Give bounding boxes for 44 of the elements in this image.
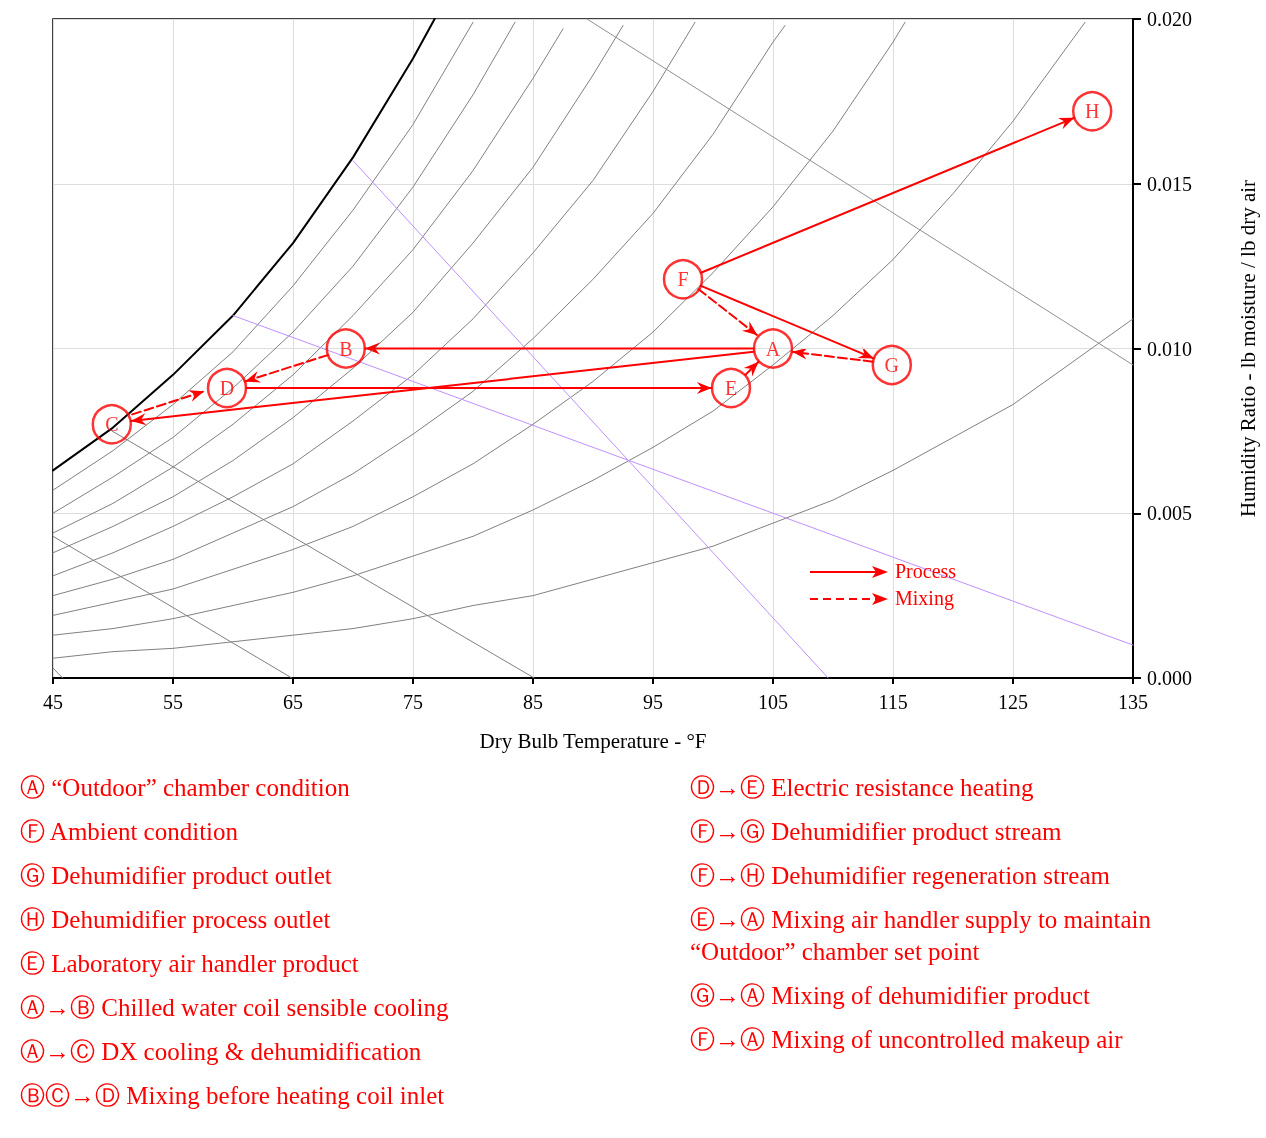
text: Ⓔ Laboratory air handler product [20, 949, 360, 979]
x-tick-label: 95 [643, 691, 663, 713]
text: Ⓖ→Ⓐ Mixing of dehumidifier product [690, 981, 1091, 1011]
point [91, 404, 133, 445]
x-tick-label: 125 [998, 691, 1028, 713]
legend-label: Mixing [895, 587, 954, 610]
x-tick-label: 75 [403, 691, 423, 713]
y-tick-label: 0.000 [1147, 667, 1192, 689]
x-tick-label: 65 [283, 691, 303, 713]
text: Ⓕ→Ⓗ Dehumidifier regeneration stream [690, 861, 1111, 891]
data-label: F [677, 268, 689, 291]
x-tick-label: 105 [758, 691, 788, 713]
text: Ⓕ→Ⓐ Mixing of uncontrolled makeup air [690, 1025, 1124, 1055]
y-axis-title: Humidity Ratio - lb moisture / lb dry air [1235, 179, 1260, 518]
text: Ⓐ→Ⓑ Chilled water coil sensible cooling [20, 993, 450, 1023]
text: Ⓓ→Ⓔ Electric resistance heating [690, 773, 1035, 803]
point [662, 259, 704, 300]
text: Ⓖ Dehumidifier product outlet [20, 861, 333, 891]
x-axis-title: Dry Bulb Temperature - °F [479, 728, 707, 753]
y-tick-label: 0.015 [1147, 172, 1192, 195]
data-label: B [339, 337, 353, 360]
text: Ⓔ→Ⓐ Mixing air handler supply to maintain “Outdoor” chamber set point [690, 905, 1153, 967]
point [710, 367, 752, 409]
x-tick-label: 115 [878, 691, 908, 713]
data-label: D [219, 377, 235, 400]
x-tick-label: 55 [163, 691, 183, 713]
point [325, 328, 367, 369]
data-label: A [765, 337, 781, 360]
y-tick-label: 0.005 [1147, 502, 1192, 525]
x-tick-label: 135 [1118, 691, 1148, 713]
text: Ⓕ Ambient condition [20, 817, 240, 847]
text: Ⓕ→Ⓖ Dehumidifier product stream [690, 817, 1063, 847]
data-label: G [884, 353, 900, 376]
x-tick-label: 45 [43, 691, 63, 713]
text: Ⓐ→Ⓒ DX cooling & dehumidification [20, 1037, 423, 1067]
text: Ⓗ Dehumidifier process outlet [20, 905, 332, 935]
x-tick-label: 85 [523, 691, 543, 713]
text: ⒷⒸ→Ⓓ Mixing before heating coil inlet [20, 1081, 446, 1111]
legend-label: Process [895, 560, 957, 583]
data-label: E [724, 377, 738, 400]
data-label: H [1084, 100, 1100, 123]
text: Ⓐ “Outdoor” chamber condition [20, 773, 351, 803]
y-tick-label: 0.020 [1147, 8, 1192, 30]
y-tick-label: 0.010 [1147, 337, 1192, 360]
